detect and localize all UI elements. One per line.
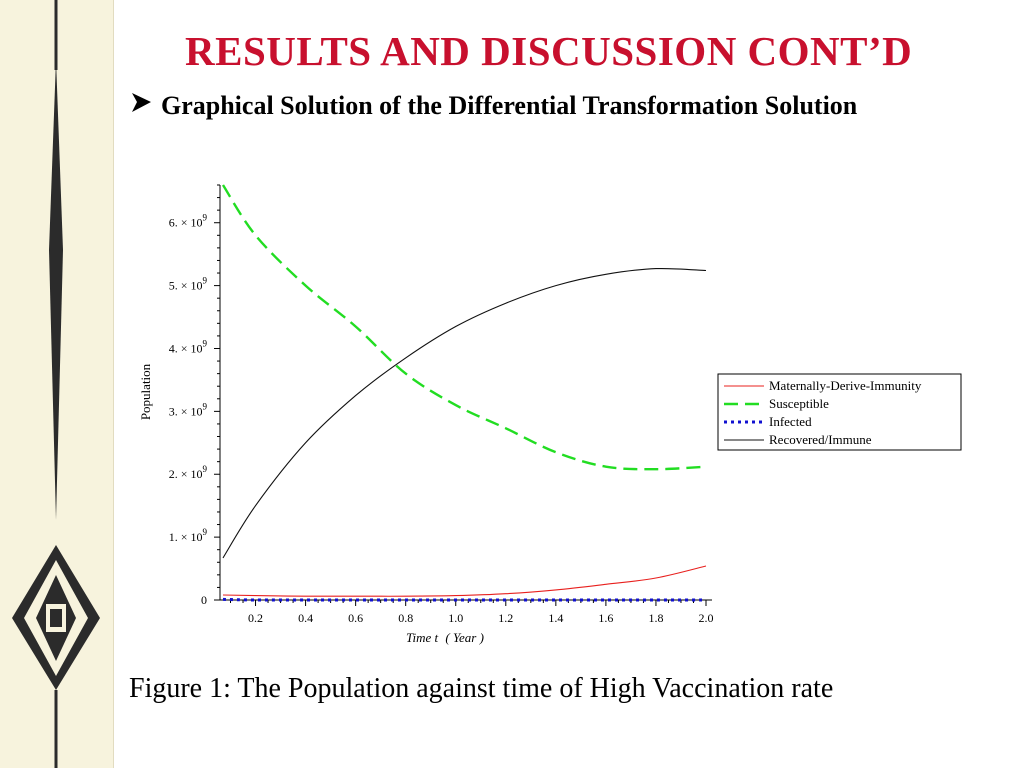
series-line bbox=[222, 267, 707, 559]
series-line bbox=[222, 565, 707, 597]
y-tick-label-exponent: 9 bbox=[203, 338, 208, 348]
x-tick-label: 2.0 bbox=[699, 611, 714, 625]
y-tick-label: 1. × 109 bbox=[169, 527, 208, 544]
series-line bbox=[221, 184, 707, 471]
y-tick-label: 6. × 109 bbox=[169, 213, 208, 230]
x-axis-ticks: 0.2 0.4 0.6 0.8 1.0 1.2 1.4 1.6 1.8 2.0 bbox=[230, 600, 714, 625]
y-tick-label-exponent: 9 bbox=[203, 276, 208, 286]
y-tick-label-mantissa: 5. × 10 bbox=[169, 279, 203, 293]
arrow-bullet-icon bbox=[132, 93, 151, 112]
x-tick-label: 0.6 bbox=[348, 611, 363, 625]
x-axis-label: Time t ( Year ) bbox=[406, 630, 484, 645]
chart-axes bbox=[219, 185, 712, 601]
bullet-point-text: Graphical Solution of the Differential T… bbox=[161, 91, 858, 120]
side-decoration-band bbox=[0, 0, 114, 768]
figure-caption: Figure 1: The Population against time of… bbox=[129, 673, 834, 704]
y-tick-label: 5. × 109 bbox=[169, 276, 208, 293]
slide-title: RESULTS AND DISCUSSION CONT’D bbox=[185, 28, 913, 74]
y-tick-label-exponent: 9 bbox=[203, 464, 208, 474]
x-tick-label: 1.4 bbox=[548, 611, 563, 625]
y-tick-label: 4. × 109 bbox=[169, 338, 208, 355]
legend-items: Maternally-Derive-Immunity Susceptible Inf… bbox=[724, 378, 922, 447]
y-tick-label: 0 bbox=[201, 593, 207, 607]
legend-label: Susceptible bbox=[769, 396, 829, 411]
y-tick-label: 2. × 109 bbox=[169, 464, 208, 481]
y-tick-label-mantissa: 2. × 10 bbox=[169, 467, 203, 481]
y-tick-label-exponent: 9 bbox=[203, 213, 208, 223]
y-tick-label-exponent: 9 bbox=[203, 401, 208, 411]
y-tick-label-mantissa: 4. × 10 bbox=[169, 341, 203, 355]
legend-label: Recovered/Immune bbox=[769, 432, 872, 447]
x-tick-label: 0.8 bbox=[398, 611, 413, 625]
x-tick-label: 0.4 bbox=[298, 611, 313, 625]
y-axis-label: Population bbox=[138, 363, 153, 420]
legend-label: Maternally-Derive-Immunity bbox=[769, 378, 922, 393]
y-tick-label-mantissa: 3. × 10 bbox=[169, 404, 203, 418]
x-tick-label: 1.2 bbox=[498, 611, 513, 625]
y-tick-label-exponent: 9 bbox=[203, 527, 208, 537]
x-tick-label: 1.6 bbox=[598, 611, 613, 625]
x-axis-label-unit: ( Year ) bbox=[445, 630, 484, 645]
ornament-graphic bbox=[12, 0, 100, 768]
x-tick-label: 1.0 bbox=[448, 611, 463, 625]
y-tick-label-mantissa: 1. × 10 bbox=[169, 530, 203, 544]
x-tick-label: 0.2 bbox=[248, 611, 263, 625]
y-tick-label-mantissa: 6. × 10 bbox=[169, 216, 203, 230]
chart-legend: Maternally-Derive-Immunity Susceptible Inf… bbox=[717, 373, 962, 451]
series-lines bbox=[221, 184, 707, 602]
y-tick-label: 3. × 109 bbox=[169, 401, 208, 418]
legend-label: Infected bbox=[769, 414, 812, 429]
series-line bbox=[222, 597, 706, 602]
x-axis-label-variable: Time t bbox=[406, 630, 439, 645]
legend-box bbox=[717, 373, 962, 451]
x-tick-label: 1.8 bbox=[648, 611, 663, 625]
